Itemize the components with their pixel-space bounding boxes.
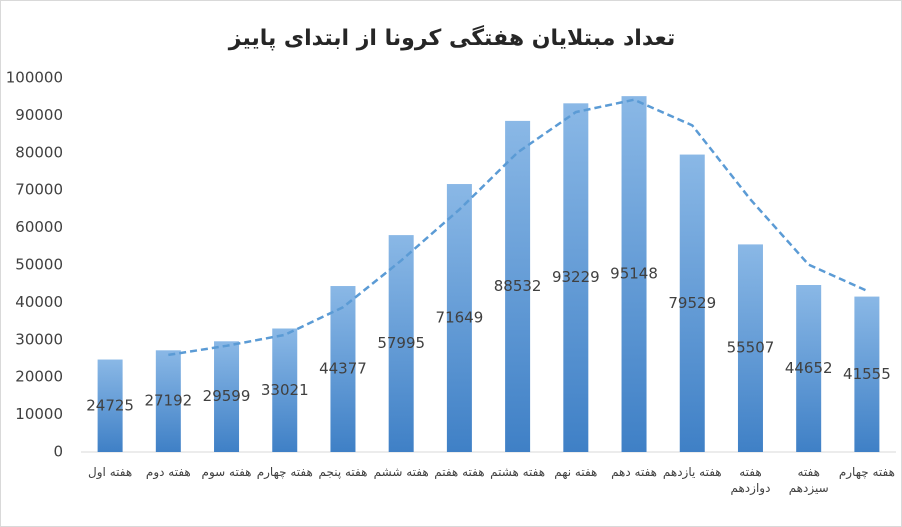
- data-label: 33021: [261, 381, 309, 399]
- trend-line: [168, 98, 868, 357]
- bar: [796, 285, 822, 452]
- data-label: 27192: [144, 392, 192, 410]
- x-tick-label: هفته سیزدهم: [788, 465, 829, 495]
- bar: [330, 286, 356, 452]
- y-tick-label: 30000: [15, 330, 63, 348]
- x-tick-label: هفته نهم: [554, 465, 598, 479]
- y-tick-label: 0: [53, 443, 63, 461]
- chart-title: تعداد مبتلایان هفتگی کرونا از ابتدای پای…: [228, 24, 675, 51]
- x-tick-label: هفته سوم: [201, 465, 252, 479]
- y-tick-label: 40000: [15, 293, 63, 311]
- x-tick-label: هفته دوازدهم: [730, 465, 771, 495]
- bar: [563, 103, 589, 452]
- y-tick-label: 20000: [15, 368, 63, 386]
- x-tick-label: هفته چهارم: [838, 465, 895, 479]
- data-label: 93229: [552, 268, 600, 286]
- x-tick-label: هفته ششم: [373, 465, 429, 479]
- data-label: 24725: [86, 396, 134, 414]
- y-tick-label: 60000: [15, 218, 63, 236]
- data-label: 41555: [843, 365, 891, 383]
- y-tick-label: 90000: [15, 106, 63, 124]
- bar: [505, 120, 531, 452]
- x-tick-label: هفته دهم: [611, 465, 657, 479]
- data-label: 55507: [727, 339, 775, 357]
- bar: [446, 184, 472, 452]
- x-tick-label: هفته هفتم: [434, 465, 485, 479]
- x-tick-label: هفته پنجم: [318, 465, 368, 479]
- data-label: 29599: [203, 387, 251, 405]
- bar: [621, 96, 647, 452]
- data-label: 57995: [377, 334, 425, 352]
- data-label: 79529: [668, 294, 716, 312]
- x-tick-label: هفته چهارم: [256, 465, 313, 479]
- bar: [214, 341, 240, 452]
- data-label: 95148: [610, 265, 658, 283]
- x-tick-label: هفته دوم: [145, 465, 191, 479]
- data-label: 88532: [494, 277, 542, 295]
- y-tick-label: 80000: [15, 143, 63, 161]
- x-tick-label: هفته هشتم: [490, 465, 546, 479]
- data-label: 71649: [436, 309, 484, 327]
- y-tick-label: 70000: [15, 181, 63, 199]
- bar: [679, 154, 705, 453]
- data-label: 44377: [319, 360, 367, 378]
- bar: [737, 244, 763, 452]
- y-tick-label: 10000: [15, 405, 63, 423]
- y-tick-label: 50000: [15, 256, 63, 274]
- bar: [388, 235, 414, 452]
- y-tick-label: 100000: [6, 69, 63, 87]
- x-tick-label: هفته یازدهم: [662, 465, 722, 479]
- bar: [854, 296, 880, 452]
- x-tick-label: هفته اول: [88, 465, 133, 479]
- bar: [97, 359, 123, 452]
- bar: [155, 350, 181, 452]
- data-label: 44652: [785, 359, 833, 377]
- bar: [272, 328, 298, 452]
